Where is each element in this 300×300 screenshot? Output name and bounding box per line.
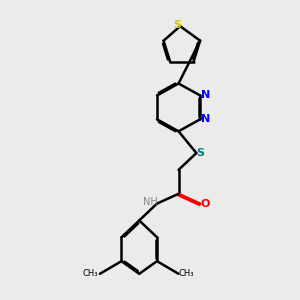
Text: S: S — [173, 20, 181, 30]
Text: CH₃: CH₃ — [83, 269, 98, 278]
Text: O: O — [201, 199, 210, 208]
Text: NH: NH — [143, 197, 158, 207]
Text: N: N — [201, 91, 210, 100]
Text: S: S — [196, 148, 205, 158]
Text: N: N — [201, 114, 210, 124]
Text: CH₃: CH₃ — [179, 269, 194, 278]
